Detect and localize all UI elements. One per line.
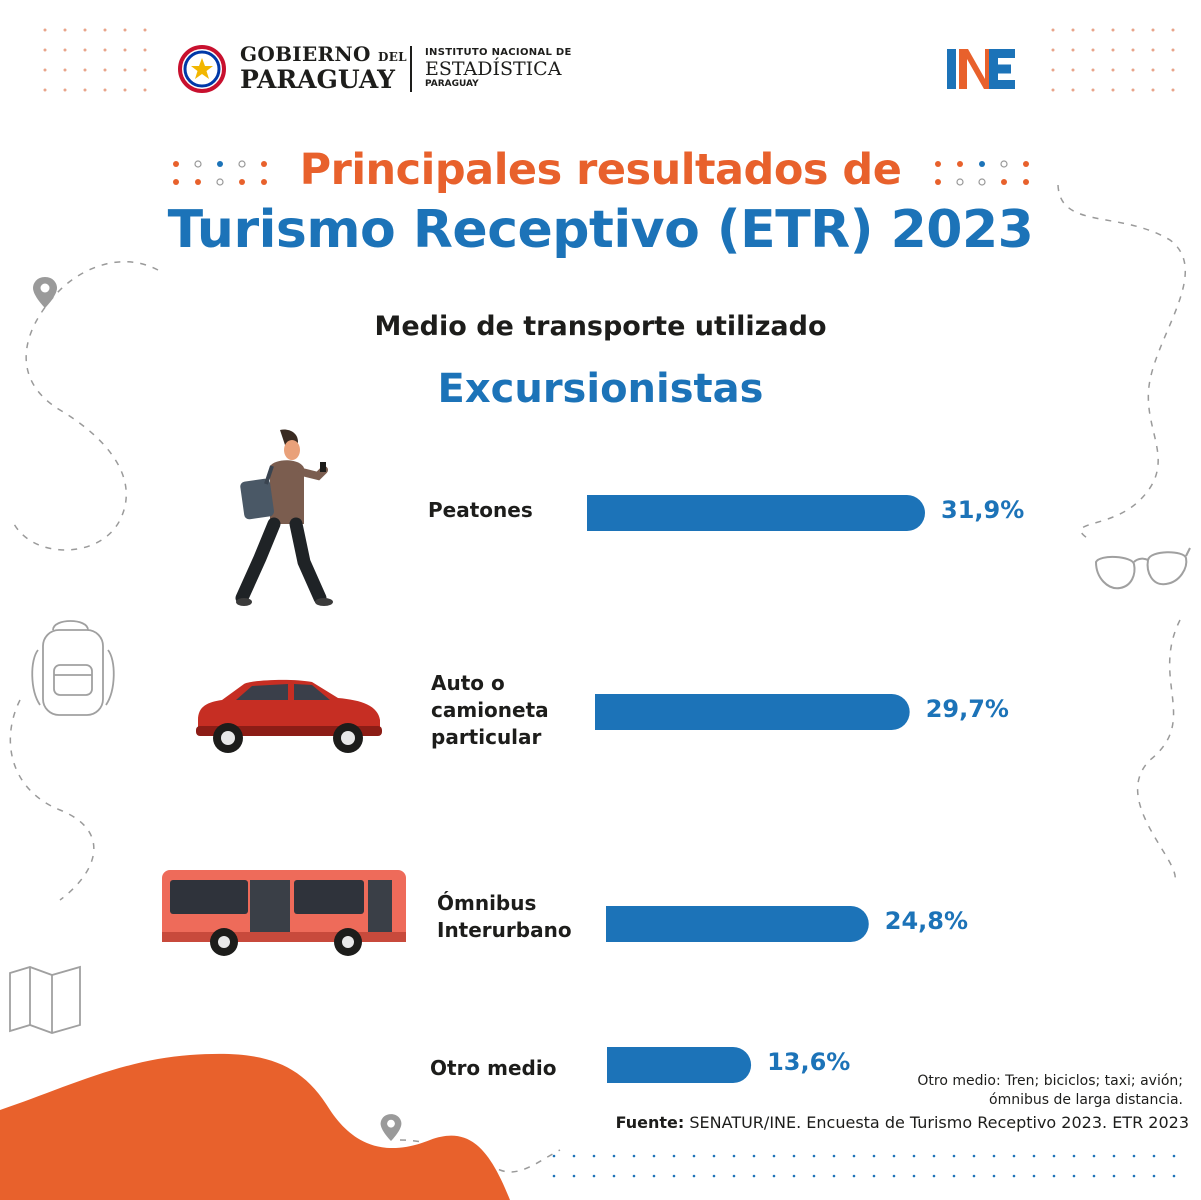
header-divider	[410, 46, 412, 92]
dot-pattern-top-right	[1051, 28, 1175, 92]
gov-line2: PARAGUAY	[240, 65, 395, 94]
title-dots-left	[173, 160, 267, 186]
location-pin-icon	[380, 1114, 402, 1141]
pedestrian-icon	[235, 429, 333, 606]
ine-line2: ESTADÍSTICA	[425, 58, 562, 80]
sunglasses-icon	[1094, 547, 1191, 590]
ine-logo-icon	[947, 49, 1015, 89]
group-title: Excursionistas	[437, 366, 764, 412]
value-label-1: 29,7%	[925, 695, 1009, 723]
bar-1	[595, 694, 910, 730]
ine-line3: PARAGUAY	[425, 79, 479, 89]
paraguay-shield-icon	[178, 45, 226, 93]
gov-line1-small: DEL	[378, 50, 407, 64]
source-label: Fuente:	[615, 1113, 685, 1132]
gov-line1: GOBIERNO	[240, 42, 371, 66]
government-wordmark: GOBIERNO DEL PARAGUAY	[240, 44, 407, 92]
title-dots-right	[935, 160, 1029, 186]
dot-pattern-top-left	[43, 28, 147, 92]
chart-subtitle: Medio de transporte utilizado	[374, 311, 827, 342]
dot-pattern-bottom	[552, 1154, 1176, 1178]
note-line2: ómnibus de larga distancia.	[989, 1092, 1183, 1108]
backpack-icon	[31, 620, 115, 716]
note-line1: Otro medio: Tren; biciclos; taxi; avión;	[917, 1073, 1183, 1089]
location-pin-icon	[33, 277, 57, 308]
bar-3	[607, 1047, 752, 1083]
source-line: Fuente: SENATUR/INE. Encuesta de Turismo…	[616, 1113, 1189, 1132]
title-line2: Turismo Receptivo (ETR) 2023	[167, 200, 1034, 260]
category-label-1: Auto o camioneta particular	[431, 671, 549, 749]
bar-2	[606, 906, 869, 942]
ine-wordmark: INSTITUTO NACIONAL DE ESTADÍSTICA PARAGU…	[425, 48, 572, 89]
value-label-2: 24,8%	[884, 907, 969, 935]
category-label-2: Ómnibus Interurbano	[437, 891, 572, 942]
other-means-note: Otro medio: Tren; biciclos; taxi; avión;…	[917, 1072, 1183, 1110]
source-text: SENATUR/INE. Encuesta de Turismo Recepti…	[684, 1113, 1189, 1132]
title-line1: Principales resultados de	[299, 145, 902, 195]
value-label-3: 13,6%	[767, 1048, 851, 1076]
map-icon	[9, 965, 81, 1034]
value-label-0: 31,9%	[941, 496, 1025, 524]
category-label-0: Peatones	[428, 498, 533, 522]
category-label-3: Otro medio	[430, 1056, 557, 1080]
bar-0	[587, 495, 925, 531]
ine-line1: INSTITUTO NACIONAL DE	[425, 47, 572, 58]
car-icon	[196, 679, 382, 753]
bus-icon	[162, 870, 406, 956]
